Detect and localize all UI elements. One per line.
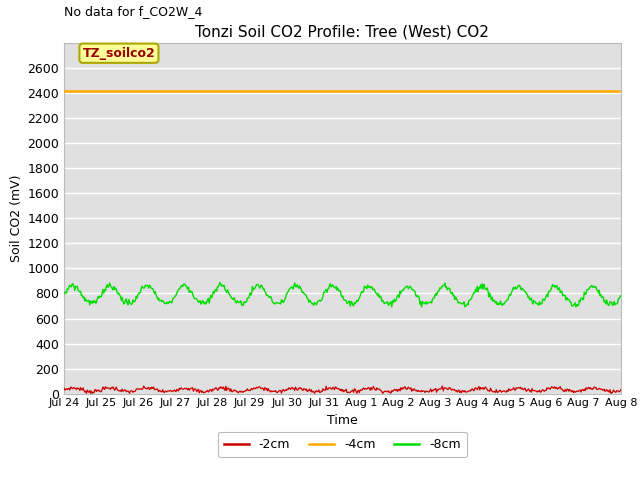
Title: Tonzi Soil CO2 Profile: Tree (West) CO2: Tonzi Soil CO2 Profile: Tree (West) CO2: [195, 24, 490, 39]
Y-axis label: Soil CO2 (mV): Soil CO2 (mV): [10, 175, 23, 262]
Text: No data for f_CO2W_4: No data for f_CO2W_4: [64, 5, 202, 18]
Legend: -2cm, -4cm, -8cm: -2cm, -4cm, -8cm: [218, 432, 467, 457]
Text: TZ_soilco2: TZ_soilco2: [83, 47, 156, 60]
X-axis label: Time: Time: [327, 414, 358, 427]
